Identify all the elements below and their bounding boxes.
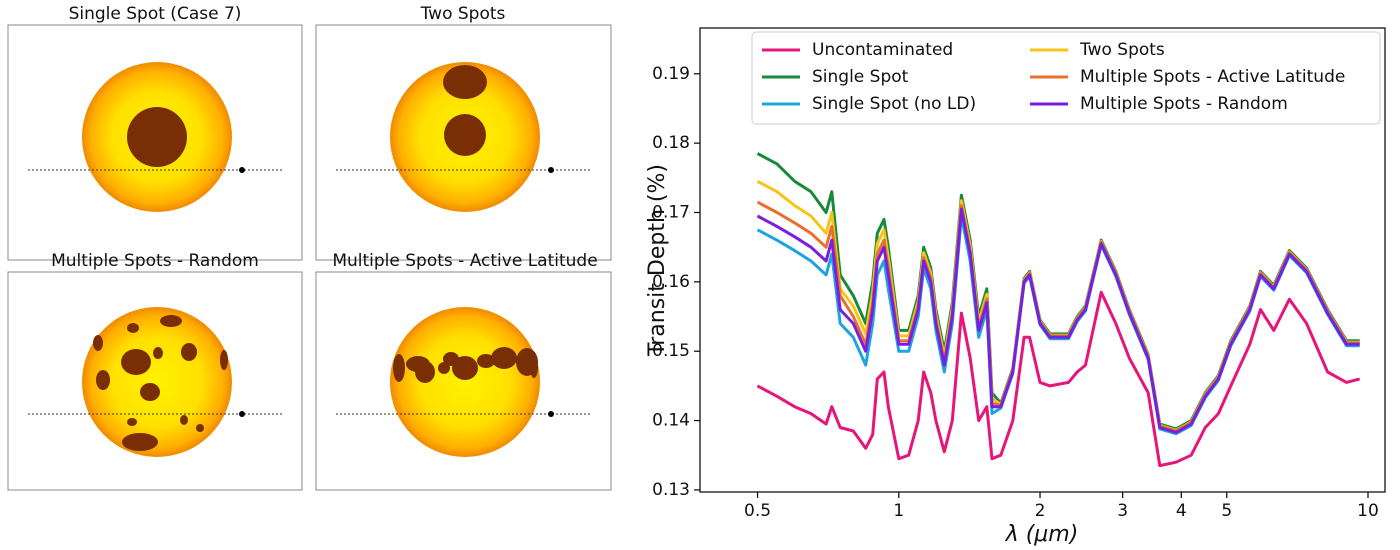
- spot: [127, 107, 187, 167]
- legend-label: Single Spot: [812, 67, 909, 87]
- planet: [239, 167, 245, 173]
- series-line: [756, 152, 1360, 431]
- x-axis-label: λ (μm): [1005, 522, 1079, 547]
- y-tick-label: 0.16: [652, 272, 690, 292]
- legend-label: Multiple Spots - Active Latitude: [1080, 67, 1345, 87]
- panel: Multiple Spots - Active Latitude: [315, 251, 612, 491]
- planet: [548, 167, 554, 173]
- panel-title: Multiple Spots - Active Latitude: [332, 251, 597, 271]
- x-tick-label: 2: [1035, 501, 1046, 521]
- panel-title: Two Spots: [420, 4, 506, 24]
- x-tick-label: 1: [893, 501, 904, 521]
- planet: [548, 411, 554, 417]
- spot: [444, 114, 486, 156]
- planet: [239, 411, 245, 417]
- x-tick-label: 0.5: [744, 501, 771, 521]
- series-line: [756, 290, 1361, 468]
- y-tick-label: 0.14: [652, 411, 690, 431]
- x-tick-label: 4: [1176, 501, 1187, 521]
- series-line: [756, 207, 1360, 434]
- spot: [443, 65, 487, 99]
- x-tick-label: 5: [1221, 501, 1232, 521]
- panel: Single Spot (Case 7): [7, 4, 303, 261]
- y-tick-label: 0.18: [652, 133, 690, 153]
- panel-title: Single Spot (Case 7): [69, 4, 242, 24]
- panel-title: Multiple Spots - Random: [51, 251, 259, 271]
- y-tick-label: 0.13: [652, 480, 690, 500]
- star: [390, 307, 540, 457]
- y-tick-label: 0.15: [652, 341, 690, 361]
- panel: Two Spots: [315, 4, 612, 261]
- x-tick-label: 10: [1357, 501, 1379, 521]
- legend-label: Two Spots: [1079, 40, 1165, 60]
- line-chart: Transit Depth (%) λ (μm) 0.13 0.14 0.15 0.1…: [645, 27, 1386, 547]
- legend-label: Multiple Spots - Random: [1080, 94, 1288, 114]
- y-tick-label: 0.19: [652, 64, 690, 84]
- panel: Multiple Spots - Random: [7, 251, 303, 491]
- star: [82, 307, 232, 457]
- spots: [393, 347, 538, 383]
- y-tick-label: 0.17: [652, 202, 690, 222]
- spots: [93, 315, 228, 451]
- x-tick-label: 3: [1117, 501, 1128, 521]
- legend-label: Uncontaminated: [812, 40, 953, 60]
- y-axis-label: Transit Depth (%): [645, 164, 670, 357]
- plot-frame: [699, 27, 1386, 493]
- legend-label: Single Spot (no LD): [812, 94, 976, 114]
